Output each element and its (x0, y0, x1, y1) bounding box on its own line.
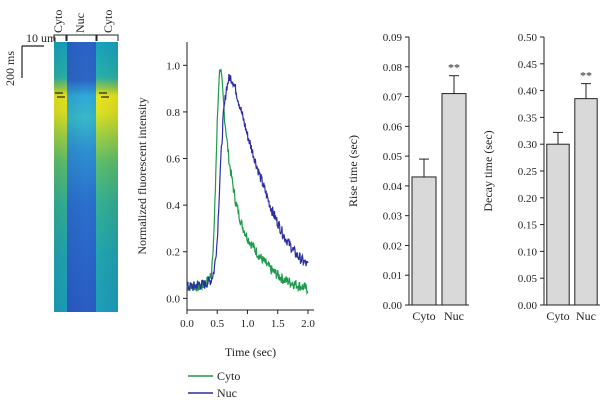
y-axis-label: Normalized fluorescent intensity (135, 97, 149, 254)
y-tick-label: 0.07 (383, 92, 403, 104)
kymograph-panel: Cyto Nuc Cyto 10 um (3, 10, 119, 312)
decay-time-bar-chart: 0.00 0.05 0.10 0.15 0.20 0.25 0.30 0.35 0.40 0.45… (481, 32, 600, 323)
category-label-cyto: Cyto (412, 309, 435, 323)
bar-cyto (411, 176, 437, 306)
rise-time-bar-chart: 0.00 0.01 0.02 0.03 0.04 0.05 0.06 0.07 0.08 0.09… (346, 32, 469, 323)
bar-cyto (546, 143, 570, 306)
kymo-label-cyto-left: Cyto (51, 10, 65, 33)
y-tick-label: 1.0 (166, 60, 180, 72)
y-tick-label: 0.04 (383, 181, 403, 193)
line-axes (186, 42, 314, 311)
x-tick-label: 1.0 (241, 318, 255, 330)
y-tick-label: 0.15 (518, 220, 538, 232)
series-line-nuc (186, 73, 309, 291)
y-tick-label: 0.20 (518, 193, 538, 205)
scale-bars (21, 45, 44, 78)
y-tick-label: 0.35 (518, 112, 538, 124)
space-scale-label: 10 um (26, 31, 57, 45)
category-label-nuc: Nuc (576, 309, 596, 323)
y-tick-label: 0.40 (518, 86, 538, 98)
y-tick-label: 0.05 (518, 273, 538, 285)
y-tick-label: 0.25 (518, 166, 538, 178)
y-tick-label: 0.00 (518, 300, 538, 312)
y-tick-label: 0.6 (166, 154, 180, 166)
y-tick-label: 0.10 (518, 246, 538, 258)
kymo-label-nuc: Nuc (73, 13, 87, 33)
category-label-nuc: Nuc (444, 309, 464, 323)
legend-label-nuc: Nuc (217, 386, 237, 400)
y-axis-label: Rise time (sec) (346, 135, 360, 207)
y-tick-label: 0.50 (518, 32, 538, 44)
x-tick-label: 0.0 (180, 318, 194, 330)
y-tick-label: 0.03 (383, 211, 403, 223)
y-tick-label: 0.8 (166, 107, 180, 119)
bar-nuc (574, 98, 598, 306)
x-axis-label: Time (sec) (225, 345, 276, 359)
y-tick-label: 0.45 (518, 59, 538, 71)
significance-marker: ** (580, 69, 592, 83)
x-tick-label: 1.5 (271, 318, 285, 330)
kymo-label-cyto-right: Cyto (101, 10, 115, 33)
series-line-cyto (186, 68, 309, 296)
y-tick-label: 0.05 (383, 151, 403, 163)
y-tick-label: 0.09 (383, 32, 403, 44)
y-tick-label: 0.30 (518, 139, 538, 151)
time-scale-label: 200 ms (3, 51, 17, 86)
line-chart: 0.0 0.2 0.4 0.6 0.8 1.0 0.0 0.5 1.0 1.5 2.0 Time (s… (135, 42, 315, 400)
y-tick-label: 0.06 (383, 121, 403, 133)
y-tick-label: 0.0 (166, 293, 180, 305)
bar-nuc (441, 93, 467, 306)
y-tick-label: 0.01 (383, 270, 402, 282)
y-tick-label: 0.4 (166, 200, 180, 212)
significance-marker: ** (448, 61, 460, 75)
category-label-cyto: Cyto (546, 309, 569, 323)
kymo-brackets (53, 34, 119, 41)
y-tick-label: 0.08 (383, 62, 403, 74)
y-tick-label: 0.2 (166, 247, 180, 259)
legend-label-cyto: Cyto (217, 369, 240, 383)
kymograph-image (54, 42, 118, 312)
y-tick-label: 0.02 (383, 240, 402, 252)
y-tick-label: 0.00 (383, 300, 403, 312)
x-tick-label: 0.5 (210, 318, 224, 330)
x-tick-label: 2.0 (301, 318, 315, 330)
y-axis-label: Decay time (sec) (481, 130, 495, 211)
